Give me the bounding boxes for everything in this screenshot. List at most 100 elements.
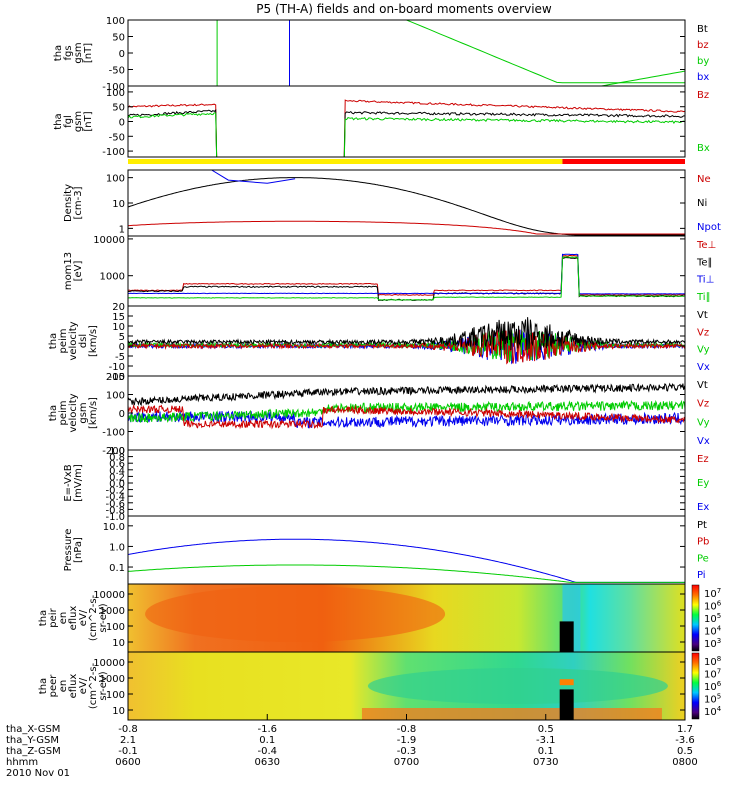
panel-frame: [127, 515, 686, 585]
y-axis-label: en: [58, 612, 69, 625]
colorbar-label: 107: [704, 668, 721, 681]
legend-Bz: Bz: [697, 90, 709, 101]
panel-density: 100 10 1 Density [cm-3] Ne Ni Npot: [63, 169, 721, 237]
y-axis-label: tha: [53, 45, 64, 61]
y-axis-label: sr-eV): [98, 671, 109, 700]
x-tick-label: -0.8: [118, 724, 138, 735]
y-tick-label: 0: [119, 118, 125, 129]
y-tick-label: -15: [109, 372, 125, 383]
trace-by: [406, 20, 685, 84]
y-axis-label: [km/s]: [88, 397, 99, 429]
y-tick-label: 100: [106, 622, 125, 633]
legend-Pb: Pb: [697, 537, 709, 548]
y-tick-label: 10000: [93, 590, 125, 601]
legend-Ti∥: Ti∥: [696, 292, 711, 303]
x-row-label: tha_Y-GSM: [6, 735, 59, 746]
legend-Pi: Pi: [697, 570, 706, 581]
y-axis-label: Density: [63, 184, 74, 222]
colorbar-label: 105: [704, 693, 721, 706]
x-tick-label: 0.5: [538, 724, 554, 735]
colorbar-label: 106: [704, 600, 722, 613]
y-tick-label: 5: [119, 332, 125, 343]
y-tick-label: 0: [119, 342, 125, 353]
plot-area-fgs: [216, 20, 685, 86]
legend-bz: bz: [697, 40, 709, 51]
y-axis-label: dsl: [78, 334, 89, 348]
trace-Vz: [128, 329, 685, 365]
y-axis-label: mom13: [63, 252, 74, 290]
trace-Bx: [128, 112, 685, 157]
legend-Te∥: Te∥: [696, 257, 713, 268]
y-axis-label: [cm-3]: [73, 186, 84, 219]
y-tick-label: 10: [112, 638, 125, 649]
y-axis-label: fgs: [63, 45, 74, 60]
trace-Bz: [128, 99, 685, 157]
y-axis-label: peer: [48, 674, 59, 698]
plot-area-vgsm: [128, 382, 685, 430]
x-tick-label: -1.6: [257, 724, 277, 735]
y-axis-label: [mV/m]: [73, 464, 84, 502]
x-row-label: tha_Z-GSM: [6, 746, 61, 757]
x-tick-label: 0800: [672, 757, 697, 768]
plot-area-temp: [128, 253, 685, 302]
y-tick-label: 1: [119, 224, 125, 235]
x-tick-label: -1.9: [397, 735, 417, 746]
y-axis-label: peim: [58, 400, 69, 425]
flux-region: [145, 586, 446, 642]
y-tick-label: -50: [109, 132, 125, 143]
y-tick-label: 200: [106, 372, 125, 383]
data-gap: [559, 621, 574, 652]
plot-area-fgl: [128, 99, 685, 157]
trace-Npot: [211, 170, 296, 184]
y-axis-label: [nT]: [83, 111, 94, 131]
colorbar-label: 105: [704, 612, 721, 625]
y-tick-label: -0.4: [105, 492, 125, 503]
panel-frame: [127, 169, 686, 237]
legend-Vt: Vt: [697, 310, 708, 321]
y-axis-label: tha: [53, 113, 64, 129]
y-tick-label: 100: [106, 16, 125, 27]
x-tick-label: -3.1: [536, 735, 556, 746]
trace-Vx: [128, 410, 685, 429]
colorbar: [691, 652, 700, 720]
y-tick-label: 0: [119, 49, 125, 60]
y-axis-label: gsm: [73, 111, 84, 132]
legend-Ex: Ex: [697, 502, 709, 513]
x-tick-label: 0.5: [677, 746, 693, 757]
y-tick-label: 1.0: [109, 542, 125, 553]
x-tick-label: -0.8: [397, 724, 417, 735]
panel-fgs: 100 50 0 -50 -100 tha fgs gsm [nT] Bt bz by bx: [53, 16, 709, 93]
y-axis-label: eV/: [78, 609, 89, 626]
panel-vgsm: 200 100 0 -100 -200 tha peim velocity gsm [km/s] V…: [48, 372, 710, 457]
colorbar-label: 104: [704, 625, 722, 638]
y-tick-label: 1000: [100, 272, 125, 283]
colorbar-label: 107: [704, 587, 721, 600]
trace-Ni: [128, 177, 685, 236]
legend-Bx: Bx: [697, 143, 710, 154]
y-tick-label: -0.8: [105, 505, 125, 516]
y-tick-label: -100: [102, 147, 125, 158]
trace-Vt: [128, 382, 685, 407]
x-tick-label: 1.7: [677, 724, 693, 735]
y-axis-label: (cm^2-s-: [88, 662, 99, 709]
colorbar-label: 106: [704, 680, 722, 693]
y-tick-label: -0.6: [105, 499, 125, 510]
plot-area-peer: [128, 652, 685, 720]
y-tick-label: 100: [106, 690, 125, 701]
x-tick-label: -3.6: [675, 735, 695, 746]
legend-Vt: Vt: [697, 380, 708, 391]
legend-Ni: Ni: [697, 198, 707, 209]
y-tick-label: -100: [102, 82, 125, 93]
trace-Ti-perp: [128, 253, 685, 295]
y-axis-label: tha: [48, 405, 59, 421]
trace-Te-perp: [128, 254, 685, 297]
x-tick-label: -0.3: [397, 746, 417, 757]
trace-Ne: [128, 220, 685, 235]
y-tick-label: 50: [112, 103, 125, 114]
y-axis-label: [nPa]: [73, 537, 84, 563]
y-tick-label: -200: [102, 446, 125, 457]
y-axis-label: tha: [38, 678, 49, 694]
y-axis-label: [eV]: [73, 261, 84, 282]
x-row-label: tha_X-GSM: [6, 724, 60, 735]
